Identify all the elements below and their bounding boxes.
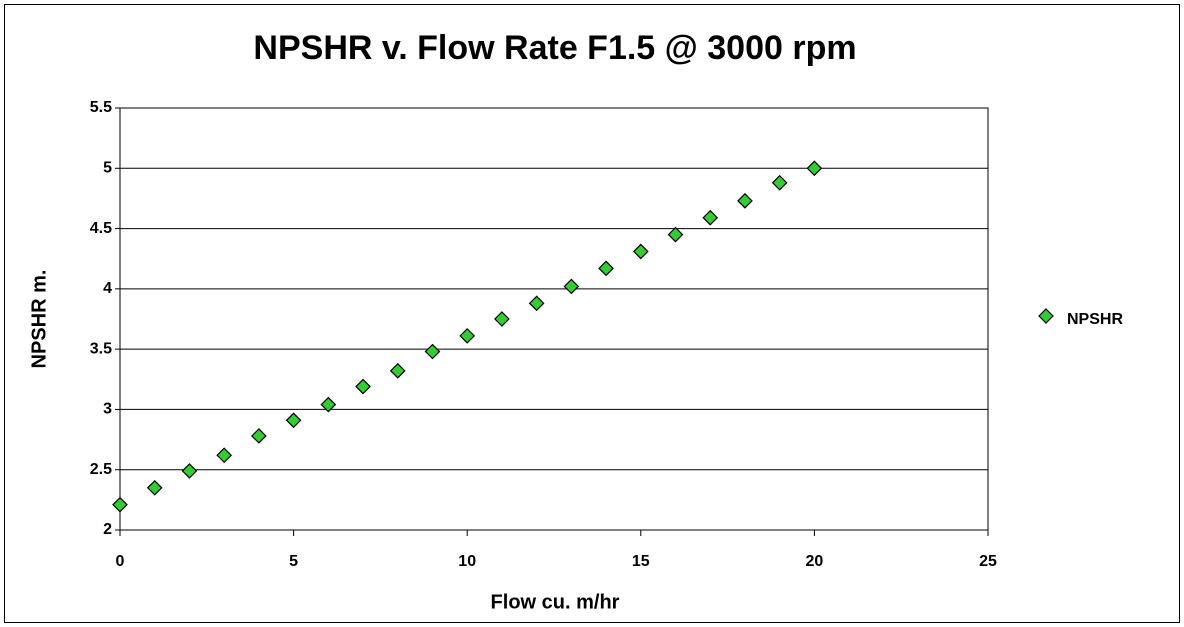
y-tick-label: 5.5 bbox=[90, 99, 112, 116]
x-tick-label: 15 bbox=[632, 553, 650, 570]
point bbox=[355, 378, 371, 395]
point bbox=[112, 496, 128, 513]
point bbox=[667, 226, 684, 243]
y-tick-label: 2 bbox=[103, 521, 112, 538]
x-tick-label: 20 bbox=[806, 553, 824, 570]
point bbox=[598, 260, 614, 277]
point bbox=[181, 463, 198, 479]
point bbox=[563, 278, 580, 295]
point bbox=[806, 160, 823, 177]
plot-area bbox=[119, 107, 989, 531]
legend-label: NPSHR bbox=[1067, 311, 1123, 328]
point bbox=[320, 396, 337, 413]
point bbox=[459, 328, 476, 344]
point bbox=[737, 192, 753, 209]
chart-title: NPSHR v. Flow Rate F1.5 @ 3000 rpm bbox=[253, 29, 856, 67]
point bbox=[632, 243, 649, 260]
y-axis-label: NPSHR m. bbox=[28, 270, 50, 369]
point bbox=[251, 428, 267, 444]
point bbox=[702, 209, 719, 226]
x-tick-label: 10 bbox=[458, 553, 476, 570]
point bbox=[146, 479, 163, 496]
x-tick-label: 5 bbox=[289, 553, 298, 570]
x-axis-label: Flow cu. m/hr bbox=[491, 591, 620, 613]
point bbox=[494, 311, 510, 327]
y-tick-label: 3 bbox=[103, 401, 112, 418]
y-tick-label: 4 bbox=[103, 280, 112, 297]
x-tick-label: 25 bbox=[979, 553, 997, 570]
point bbox=[424, 343, 441, 360]
x-tick-label: 0 bbox=[116, 553, 125, 570]
point bbox=[771, 174, 788, 191]
point bbox=[285, 412, 302, 429]
point bbox=[216, 447, 233, 464]
point bbox=[528, 295, 545, 312]
y-tick-label: 5 bbox=[103, 160, 112, 177]
y-tick-label: 3.5 bbox=[90, 340, 112, 357]
point bbox=[389, 362, 406, 379]
y-tick-label: 2.5 bbox=[90, 461, 112, 478]
y-tick-label: 4.5 bbox=[90, 220, 112, 237]
legend-marker bbox=[1038, 308, 1054, 324]
